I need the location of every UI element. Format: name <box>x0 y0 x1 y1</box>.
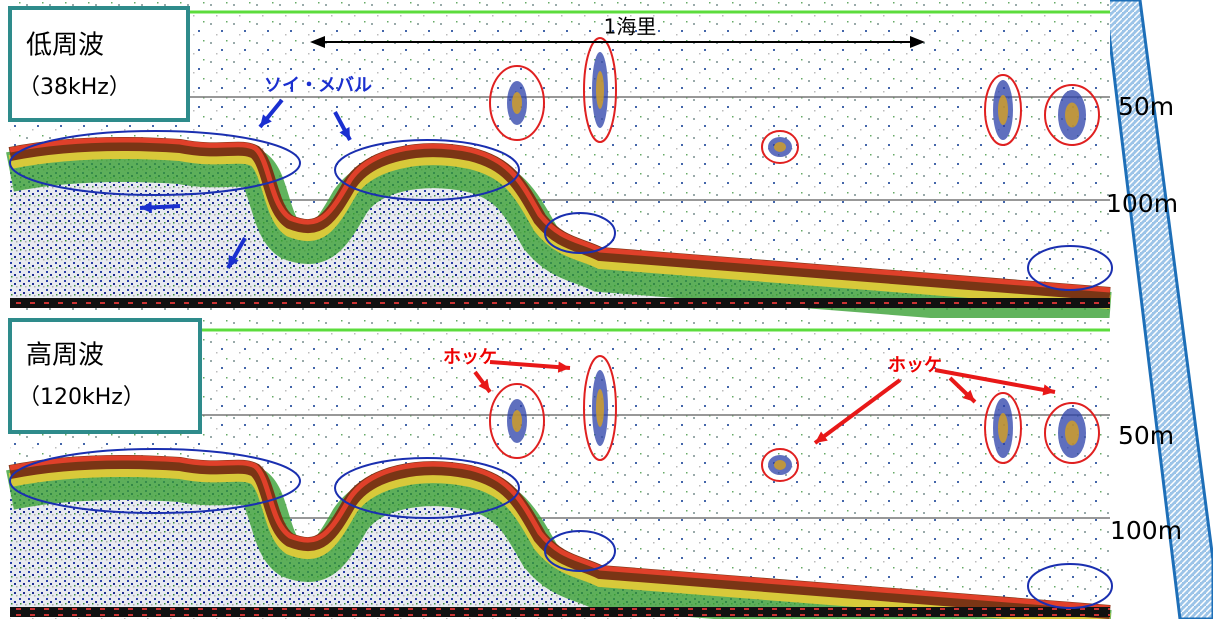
fish-core <box>596 71 604 109</box>
fish-core <box>774 142 786 152</box>
fish-core <box>774 460 786 470</box>
depth-label: 100m <box>1106 189 1178 218</box>
panel-title: 低周波 <box>26 31 104 61</box>
panel-frequency: （38kHz） <box>18 75 131 100</box>
depth-label: 50m <box>1118 421 1174 450</box>
fish-core <box>998 95 1008 125</box>
species-label: ホッケ <box>443 347 497 368</box>
fish-core <box>512 410 522 432</box>
fish-core <box>998 413 1008 443</box>
fish-core <box>596 389 604 427</box>
panel-frequency: （120kHz） <box>18 385 145 410</box>
depth-label: 100m <box>1110 516 1182 545</box>
label-box <box>10 8 188 120</box>
depth-label: 50m <box>1118 92 1174 121</box>
species-label: ホッケ <box>888 355 942 376</box>
fish-core <box>1065 103 1079 128</box>
fish-core <box>1065 421 1079 446</box>
species-label: ソイ・メバル <box>264 75 372 96</box>
fish-core <box>512 92 522 114</box>
label-box <box>10 320 200 432</box>
time-bar <box>10 298 1110 308</box>
panel-title: 高周波 <box>26 341 104 371</box>
echogram-figure: 低周波 （38kHz） 高周波 （120kHz） 50m 100m 50m 10… <box>0 0 1213 619</box>
scale-label: 1海里 <box>604 15 657 39</box>
time-bar <box>10 607 1110 617</box>
